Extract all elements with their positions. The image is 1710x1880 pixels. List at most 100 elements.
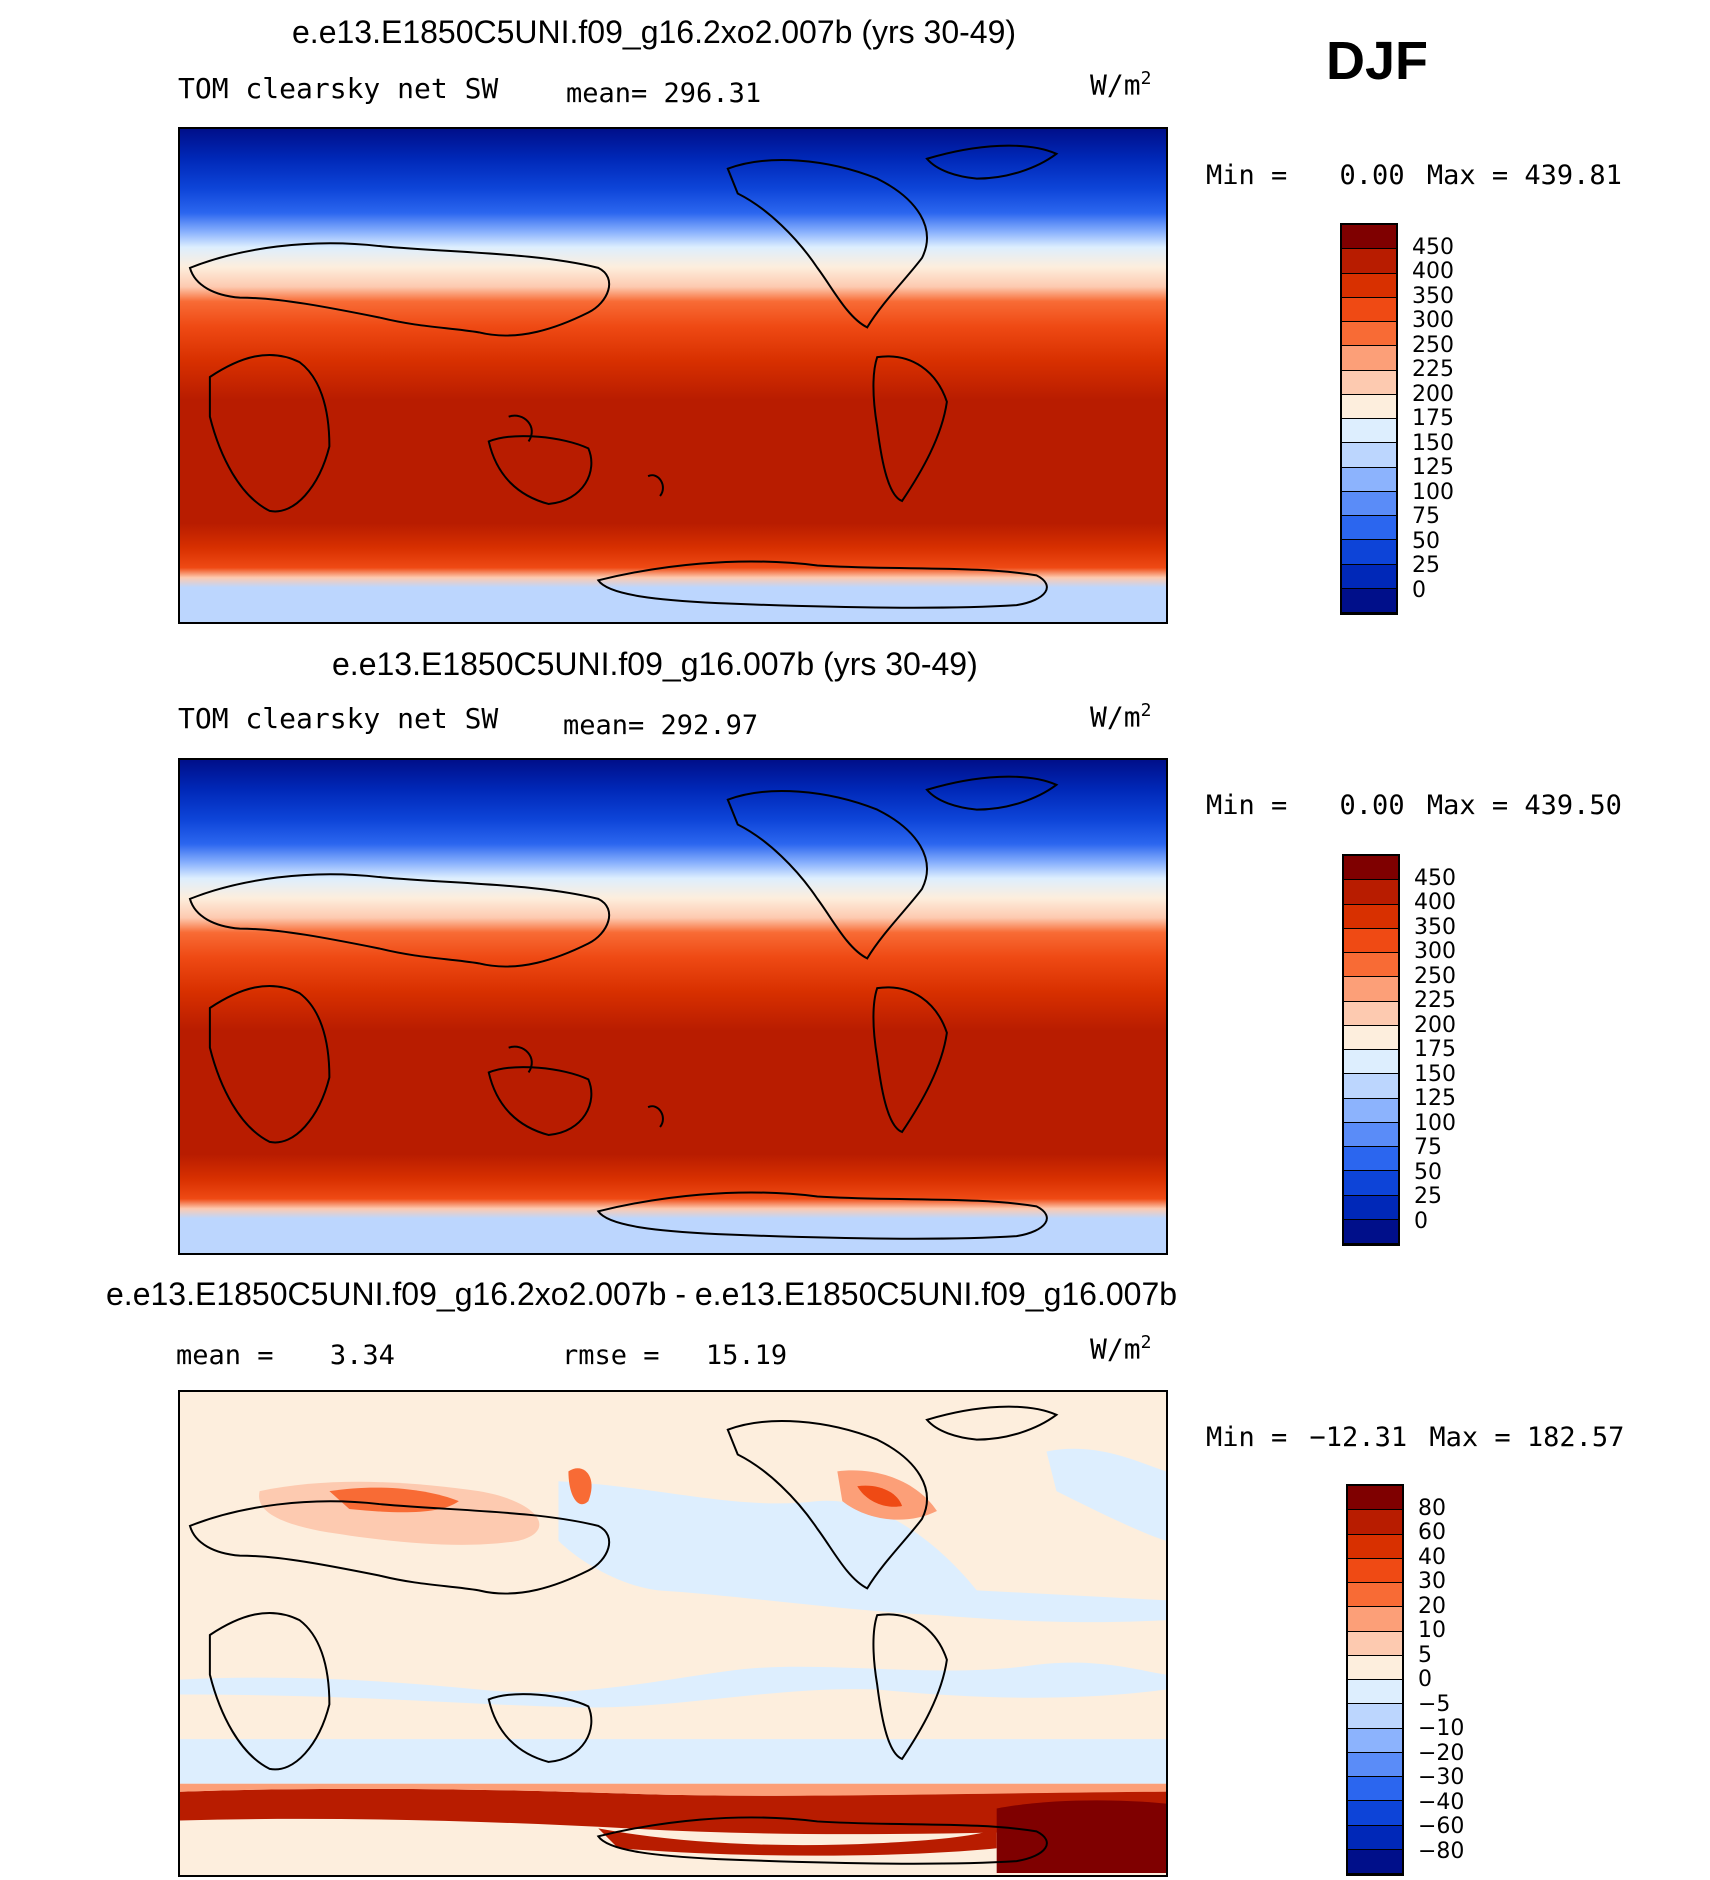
colorbar-segment	[1348, 1510, 1402, 1535]
colorbar-segment	[1344, 1098, 1398, 1123]
colorbar-tick-label: 400	[1414, 890, 1456, 915]
colorbar-segment	[1342, 443, 1396, 468]
colorbar-tick-label: 175	[1414, 1037, 1456, 1062]
colorbar-tick-label: 100	[1412, 479, 1454, 505]
colorbar-segment	[1344, 953, 1398, 978]
panel-2-min-value: 0.00	[1339, 790, 1405, 821]
panel-1-units-base: W/m	[1090, 68, 1141, 102]
colorbar-segment	[1344, 1219, 1398, 1244]
colorbar-tick-label: −30	[1418, 1765, 1465, 1790]
season-label: DJF	[1326, 31, 1429, 91]
colorbar-segment	[1342, 322, 1396, 347]
panel-3-title: e.e13.E1850C5UNI.f09_g16.2xo2.007b - e.e…	[106, 1276, 1178, 1312]
panel-2-map-svg	[180, 760, 1166, 1253]
colorbar-segment	[1348, 1558, 1402, 1583]
panel-3-min-value: −12.31	[1309, 1422, 1408, 1453]
colorbar-segment	[1344, 977, 1398, 1002]
panel-1-colorbar	[1340, 223, 1398, 615]
panel-1-variable-label: TOM clearsky net SW	[178, 72, 499, 105]
colorbar-tick-label: −5	[1418, 1691, 1451, 1717]
panel-2-variable-label: TOM clearsky net SW	[178, 702, 499, 735]
colorbar-tick-label: 200	[1414, 1012, 1456, 1038]
colorbar-segment	[1344, 1050, 1398, 1075]
colorbar-segment	[1348, 1534, 1402, 1559]
colorbar-segment	[1342, 467, 1396, 492]
colorbar-tick-label: 450	[1412, 234, 1454, 260]
colorbar-segment	[1344, 1025, 1398, 1050]
colorbar-segment	[1344, 1074, 1398, 1099]
colorbar-tick-label: 350	[1412, 283, 1454, 309]
panel-1-mean-label: mean=	[566, 78, 648, 109]
colorbar-tick-label: −60	[1418, 1814, 1465, 1839]
colorbar-tick-label: 25	[1414, 1184, 1442, 1209]
colorbar-segment	[1342, 516, 1396, 541]
colorbar-tick-label: 350	[1414, 914, 1456, 940]
colorbar-tick-label: 125	[1412, 455, 1454, 480]
colorbar-tick-label: −10	[1418, 1716, 1465, 1741]
panel-3-map	[178, 1390, 1168, 1877]
panel-1-min-value: 0.00	[1339, 160, 1405, 191]
panel-2-max-label: Max =	[1426, 790, 1509, 821]
panel-3-max-value: 182.57	[1526, 1422, 1625, 1453]
colorbar-segment	[1342, 394, 1396, 419]
colorbar-tick-label: 20	[1418, 1593, 1446, 1619]
panel-3-units-sup: 2	[1140, 1332, 1152, 1353]
colorbar-tick-label: 0	[1412, 577, 1426, 603]
colorbar-tick-label: 50	[1414, 1159, 1442, 1185]
colorbar-tick-label: 0	[1418, 1667, 1432, 1692]
panel-1-mean-value: 296.31	[663, 78, 762, 109]
colorbar-segment	[1348, 1752, 1402, 1777]
colorbar-segment	[1348, 1486, 1402, 1511]
panel-1-map-svg	[180, 129, 1166, 622]
panel-3-rmse-value: 15.19	[705, 1340, 788, 1371]
colorbar-tick-label: 300	[1414, 939, 1456, 964]
colorbar-segment	[1348, 1583, 1402, 1608]
colorbar-segment	[1344, 1147, 1398, 1172]
colorbar-segment	[1348, 1631, 1402, 1656]
colorbar-segment	[1348, 1825, 1402, 1850]
panel-1-map	[178, 127, 1168, 624]
colorbar-segment	[1348, 1655, 1402, 1680]
panel-1-title: e.e13.E1850C5UNI.f09_g16.2xo2.007b (yrs …	[292, 14, 1017, 50]
colorbar-tick-label: 450	[1414, 865, 1456, 891]
colorbar-segment	[1348, 1849, 1402, 1874]
panel-3-max-label: Max =	[1429, 1422, 1511, 1453]
colorbar-segment	[1348, 1607, 1402, 1632]
panel-3-mean-value: 3.34	[329, 1340, 395, 1371]
colorbar-segment	[1348, 1728, 1402, 1753]
colorbar-tick-label: 25	[1412, 553, 1440, 578]
panel-2-min-max: Min = 0.00 Max = 439.50	[1206, 790, 1622, 821]
colorbar-tick-label: 75	[1412, 504, 1440, 529]
colorbar-tick-label: −20	[1418, 1740, 1465, 1766]
colorbar-segment	[1342, 588, 1396, 613]
panel-3-colorbar	[1346, 1484, 1404, 1876]
colorbar-segment	[1342, 370, 1396, 395]
colorbar-segment	[1348, 1777, 1402, 1802]
colorbar-segment	[1342, 564, 1396, 589]
panel-1-min-max: Min = 0.00 Max = 439.81	[1206, 160, 1622, 191]
colorbar-segment	[1344, 1171, 1398, 1196]
panel-2-mean-label: mean=	[563, 710, 645, 741]
panel-3-rmse: rmse = 15.19	[562, 1340, 787, 1371]
colorbar-tick-label: 225	[1412, 357, 1454, 382]
colorbar-segment	[1342, 419, 1396, 444]
panel-3-map-svg	[180, 1392, 1166, 1875]
panel-2-units-sup: 2	[1140, 700, 1152, 721]
colorbar-tick-label: 225	[1414, 988, 1456, 1013]
panel-1-min-label: Min =	[1206, 160, 1288, 191]
colorbar-tick-label: 400	[1412, 259, 1454, 284]
colorbar-segment	[1348, 1801, 1402, 1826]
panel-2-max-value: 439.50	[1524, 790, 1622, 821]
colorbar-segment	[1344, 856, 1398, 881]
colorbar-segment	[1344, 1001, 1398, 1026]
panel-3-units-base: W/m	[1090, 1332, 1141, 1366]
colorbar-tick-label: 250	[1414, 963, 1456, 989]
colorbar-tick-label: 10	[1418, 1618, 1446, 1643]
panel-3-mean-label: mean =	[176, 1340, 274, 1371]
colorbar-segment	[1342, 297, 1396, 322]
colorbar-segment	[1342, 491, 1396, 516]
panel-3-units: W/m2	[1090, 1332, 1151, 1365]
panel-1-coastlines	[188, 144, 1059, 609]
colorbar-tick-label: 60	[1418, 1520, 1446, 1545]
panel-3-rmse-label: rmse =	[562, 1340, 660, 1371]
